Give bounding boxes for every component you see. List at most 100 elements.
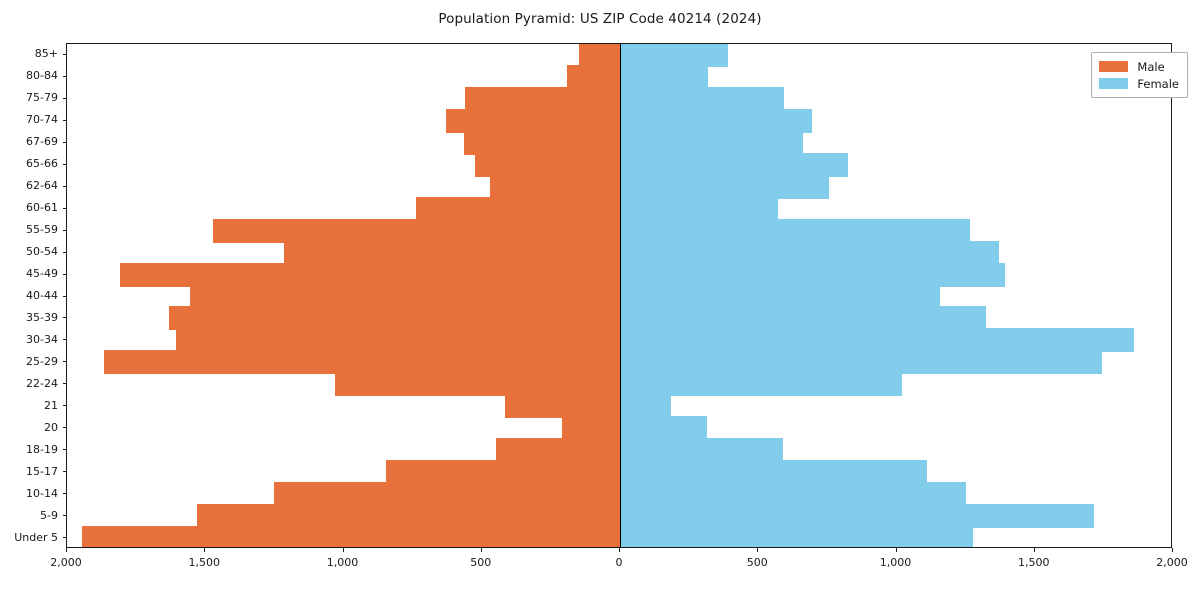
bar-female <box>620 460 928 485</box>
y-axis-tick-mark <box>63 75 67 77</box>
bar-male <box>274 482 620 507</box>
bar-row <box>67 306 1171 331</box>
bar-row <box>67 526 1171 547</box>
bar-row <box>67 328 1171 353</box>
bar-row <box>67 44 1171 67</box>
legend-swatch-male-icon <box>1099 61 1129 72</box>
y-axis-tick-label: 50-54 <box>26 245 58 259</box>
y-axis-tick-label: 75-79 <box>26 91 58 105</box>
bar-row <box>67 196 1171 221</box>
x-axis-tick-mark <box>619 548 620 552</box>
bar-female <box>620 504 1095 529</box>
y-axis-tick-label: 5-9 <box>40 508 58 522</box>
bar-female <box>620 416 707 441</box>
bar-male <box>562 416 620 441</box>
bar-row <box>67 240 1171 265</box>
bar-male <box>175 328 620 353</box>
y-axis-tick-mark <box>63 119 67 121</box>
x-axis-tick-mark <box>757 548 759 552</box>
bar-row <box>67 372 1171 397</box>
x-axis-tick-mark <box>66 548 67 552</box>
legend-label-female: Female <box>1137 76 1179 91</box>
bar-row <box>67 86 1171 111</box>
bar-row <box>67 482 1171 507</box>
x-axis-tick-mark <box>895 548 897 552</box>
y-axis-tick-mark <box>63 185 67 187</box>
y-axis-tick-mark <box>63 273 67 275</box>
zero-axis-line <box>620 44 621 547</box>
y-axis-tick-mark <box>63 493 67 495</box>
chart-title: Population Pyramid: US ZIP Code 40214 (2… <box>438 11 762 27</box>
bar-row <box>67 394 1171 419</box>
bar-row <box>67 130 1171 155</box>
x-axis-tick-label: 2,000 <box>1156 556 1188 569</box>
y-axis-tick-label: 65-66 <box>26 157 58 171</box>
bar-male <box>578 44 620 67</box>
bar-male <box>490 174 620 199</box>
y-axis-tick-mark <box>63 295 67 297</box>
bar-male <box>284 240 620 265</box>
x-axis-tick-label: 1,000 <box>326 556 359 569</box>
bar-female <box>620 196 779 221</box>
bar-female <box>620 284 940 309</box>
bar-row <box>67 262 1171 287</box>
bar-row <box>67 108 1171 133</box>
y-axis-tick-mark <box>63 163 67 165</box>
y-axis-tick-label: 67-69 <box>26 135 58 149</box>
bar-male <box>495 438 620 463</box>
bar-female <box>620 372 903 397</box>
bar-female <box>620 130 803 155</box>
y-axis-tick-label: 80-84 <box>26 69 58 83</box>
bar-male <box>169 306 620 331</box>
bar-male <box>474 152 620 177</box>
bar-male <box>567 64 620 89</box>
bar-female <box>620 174 829 199</box>
bar-female <box>620 44 728 67</box>
y-axis-tick-label: 55-59 <box>26 223 58 237</box>
bar-female <box>620 108 812 133</box>
x-axis-tick-label: 0 <box>615 556 623 569</box>
y-axis-tick-mark <box>63 97 67 99</box>
y-axis-tick-label: 70-74 <box>26 113 58 127</box>
bar-row <box>67 152 1171 177</box>
x-axis-tick-label: 2,000 <box>50 556 82 569</box>
bar-male <box>505 394 620 419</box>
y-axis-tick-label: 22-24 <box>26 376 58 390</box>
y-axis-tick-mark <box>63 471 67 473</box>
y-axis-tick-mark <box>63 515 67 517</box>
y-axis-tick-label: 25-29 <box>26 354 58 368</box>
y-axis-tick-mark <box>63 361 67 363</box>
bar-female <box>620 350 1102 375</box>
y-axis-tick-mark <box>63 141 67 143</box>
x-axis-tick-label: 500 <box>470 556 492 569</box>
x-axis-tick-mark <box>1172 548 1173 552</box>
y-axis-tick-mark <box>63 449 67 451</box>
y-axis-tick-label: 21 <box>44 398 58 412</box>
bar-male <box>386 460 620 485</box>
bar-female <box>620 86 785 111</box>
bar-row <box>67 416 1171 441</box>
x-axis-tick-mark <box>342 548 344 552</box>
x-axis-tick-label: 500 <box>746 556 768 569</box>
y-axis-tick-label: 45-49 <box>26 267 58 281</box>
bar-row <box>67 64 1171 89</box>
y-axis-tick-label: 18-19 <box>26 442 58 456</box>
y-axis-tick-mark <box>63 251 67 253</box>
y-axis-tick-label: 10-14 <box>26 486 58 500</box>
bar-male <box>416 196 620 221</box>
bar-male <box>212 218 620 243</box>
x-axis-tick-label: 1,500 <box>188 556 221 569</box>
bar-female <box>620 394 671 419</box>
legend-item-male: Male <box>1099 58 1179 75</box>
bar-male <box>190 284 620 309</box>
legend-label-male: Male <box>1137 59 1165 74</box>
bar-female <box>620 482 967 507</box>
y-axis-tick-label: 60-61 <box>26 201 58 215</box>
y-axis-tick-label: 30-34 <box>26 332 58 346</box>
bar-female <box>620 526 973 547</box>
bar-male <box>104 350 620 375</box>
y-axis-tick-label: Under 5 <box>14 530 58 544</box>
bar-female <box>620 438 784 463</box>
bar-row <box>67 174 1171 199</box>
bar-female <box>620 306 987 331</box>
